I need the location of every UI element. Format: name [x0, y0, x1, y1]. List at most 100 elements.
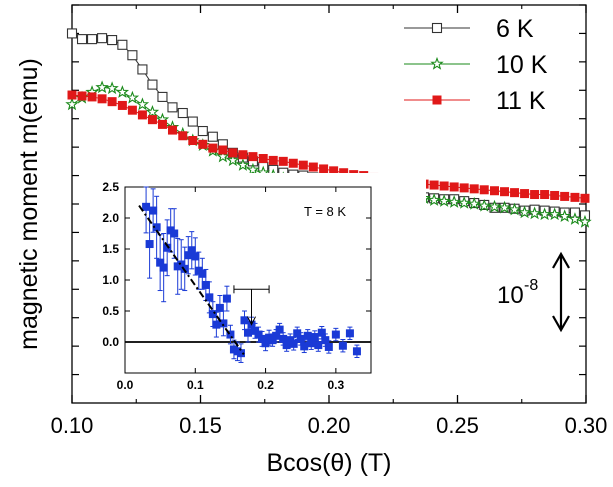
data-point [550, 190, 560, 200]
legend-marker [431, 22, 443, 34]
inset-data-point [314, 341, 323, 350]
inset-data-point [236, 349, 245, 358]
data-point [117, 100, 127, 110]
data-point [520, 189, 530, 199]
data-point [298, 160, 308, 170]
data-point [248, 152, 258, 162]
data-point [479, 185, 489, 195]
data-point [187, 116, 198, 127]
data-point [238, 150, 248, 160]
data-point [178, 131, 188, 141]
data-point [208, 143, 218, 153]
data-point [228, 148, 238, 158]
inset-data-point [345, 329, 354, 338]
inset-temperature-label: T = 8 K [304, 204, 346, 219]
data-point [329, 166, 339, 176]
data-point [95, 80, 109, 94]
inset-data-point [321, 336, 330, 345]
data-point [236, 158, 250, 171]
data-point [427, 193, 441, 206]
inset-data-point [296, 334, 305, 343]
data-point [490, 186, 500, 196]
data-point [157, 119, 167, 129]
data-point [507, 202, 522, 216]
inset-data-point [159, 263, 168, 272]
data-point [135, 97, 150, 111]
inset-data-point [324, 342, 333, 351]
data-point [570, 192, 580, 202]
inset-data-point [258, 334, 267, 343]
inset-data-point [307, 339, 316, 348]
data-point [288, 158, 298, 168]
x-tick-label: 0.10 [51, 413, 94, 438]
legend-marker [430, 56, 444, 70]
x-tick-label: 0.25 [436, 413, 479, 438]
inset-data-point [170, 229, 179, 238]
inset-data-point [240, 316, 249, 325]
data-point [339, 168, 349, 178]
data-point [197, 125, 208, 137]
inset-data-point [205, 293, 214, 302]
inset-data-point [184, 251, 193, 260]
inset-data-point [331, 330, 340, 339]
inset-data-point [222, 294, 231, 303]
data-point [547, 207, 562, 221]
data-point [167, 125, 177, 135]
inset-data-point [289, 339, 298, 348]
inset-data-point [268, 336, 277, 345]
data-point [517, 205, 532, 219]
legend-item: 11 K [404, 87, 546, 115]
inset-y-tick-label: 0.5 [102, 304, 119, 318]
data-point [198, 139, 208, 149]
inset-data-point [282, 341, 291, 350]
inset-data-point [310, 333, 319, 342]
scale-bar: 10 -8 [497, 251, 570, 333]
inset-x-tick-label: 0.3 [328, 378, 345, 392]
data-point [459, 183, 469, 193]
inset-x-tick-label: 0.0 [117, 378, 134, 392]
data-point [487, 199, 502, 213]
scale-bar-exponent: -8 [524, 277, 538, 294]
inset-data-point [261, 339, 270, 348]
data-point [246, 162, 260, 176]
y-axis-label: magnetic moment m(emu) [15, 58, 43, 350]
legend-item: 6 K [404, 15, 534, 43]
data-point [87, 92, 97, 102]
data-point [540, 190, 550, 200]
inset-data-point [275, 325, 284, 334]
inset-data-point [177, 260, 186, 269]
data-point [115, 85, 130, 98]
inset-data-point [201, 280, 210, 289]
data-point [497, 200, 512, 214]
data-point [86, 34, 98, 45]
data-point [67, 90, 77, 100]
data-point [278, 156, 288, 166]
inset-data-point [279, 334, 288, 343]
inset-data-point [142, 202, 151, 211]
data-point [76, 34, 88, 45]
data-point [147, 115, 157, 125]
data-point [117, 39, 128, 50]
data-point [580, 193, 590, 203]
data-point [157, 91, 168, 102]
data-point [127, 50, 138, 61]
inset-data-point [163, 243, 172, 252]
legend-label: 6 K [496, 15, 534, 43]
inset-fit-line [138, 205, 245, 355]
inset-x-tick-label: 0.1 [187, 378, 204, 392]
inset-y-tick-label: 0.0 [102, 335, 119, 349]
inset-y-tick-label: 2.5 [102, 180, 119, 194]
series-line [71, 94, 586, 199]
data-point [437, 194, 451, 207]
inset-data-series [125, 186, 371, 363]
data-point [568, 212, 582, 225]
data-point [530, 190, 540, 200]
data-point [477, 198, 491, 212]
inset-data-point [152, 223, 161, 232]
legend-label: 11 K [496, 87, 546, 115]
data-point [226, 153, 240, 167]
data-point [500, 187, 510, 197]
data-point [447, 195, 461, 208]
inset-data-point [156, 258, 165, 267]
